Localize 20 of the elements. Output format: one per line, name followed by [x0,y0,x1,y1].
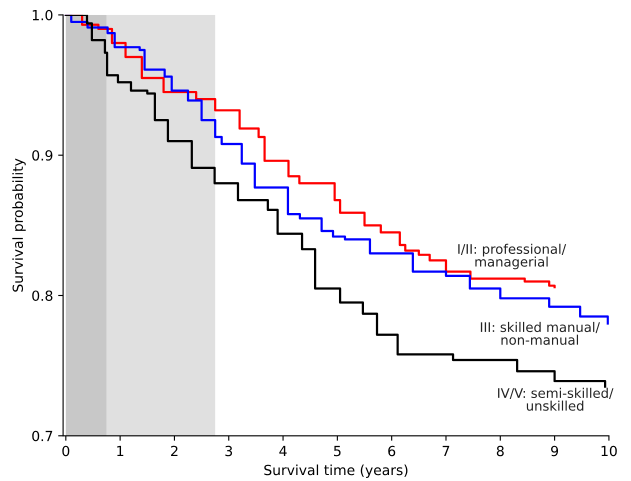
x-tick-label: 10 [602,446,617,456]
x-tick-label: 1 [117,446,124,456]
x-tick-label: 7 [442,446,450,456]
series-label: III: skilled manual/ non-manual [480,322,600,345]
y-tick-label: 1.0 [32,10,52,20]
y-tick-label: 0.9 [32,150,52,161]
series-label: I/II: professional/ managerial [458,244,566,270]
y-tick-label: 0.7 [32,430,52,442]
x-tick-label: 6 [388,446,396,456]
x-tick-label: 2 [171,446,178,456]
x-tick-label: 4 [279,446,287,456]
y-axis-title: Survival probability [12,158,26,292]
x-tick-label: 9 [551,446,558,456]
x-axis-title: Survival time (years) [264,464,408,478]
x-tick-label: 3 [225,446,232,456]
y-tick-label: 0.8 [32,290,52,301]
series-label: IV/V: semi-skilled/ unskilled [498,388,614,411]
x-tick-label: 0 [62,446,70,456]
x-tick-label: 5 [334,446,341,456]
x-tick-label: 8 [496,446,504,456]
